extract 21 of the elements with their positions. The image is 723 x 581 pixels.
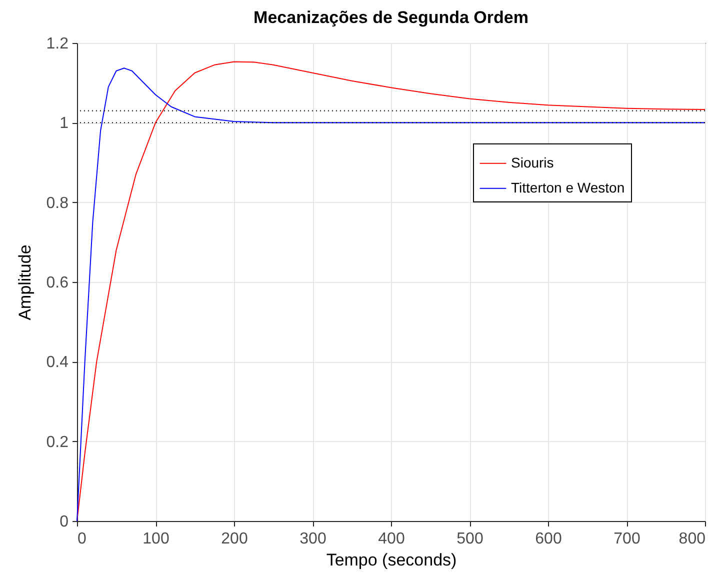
- x-tick-label: 700: [614, 530, 640, 548]
- x-tick-label: 400: [378, 530, 405, 548]
- y-tick-label: 0: [60, 514, 69, 530]
- x-tick-label: 300: [300, 530, 326, 548]
- x-tick-label: 200: [221, 530, 248, 548]
- x-tick-label: 0: [78, 530, 86, 548]
- legend-label: Titterton e Weston: [511, 179, 625, 196]
- y-tick-label: 1: [60, 115, 69, 132]
- legend-label: Siouris: [511, 154, 554, 170]
- x-tick-label: 100: [142, 530, 170, 548]
- x-axis-title: Tempo (seconds): [326, 550, 457, 570]
- y-tick-label: 0.6: [46, 274, 69, 292]
- y-axis-title: Amplitude: [15, 244, 34, 320]
- y-tick-label: 0.4: [46, 354, 69, 372]
- x-tick-label: 800: [678, 530, 706, 548]
- y-tick-label: 0.2: [46, 434, 69, 451]
- x-tick-label: 500: [456, 530, 484, 548]
- x-tick-label: 600: [535, 530, 562, 548]
- y-tick-label: 1.2: [46, 36, 69, 52]
- y-tick-label: 0.8: [46, 194, 69, 212]
- chart-title: Mecanizações de Segunda Ordem: [254, 8, 528, 27]
